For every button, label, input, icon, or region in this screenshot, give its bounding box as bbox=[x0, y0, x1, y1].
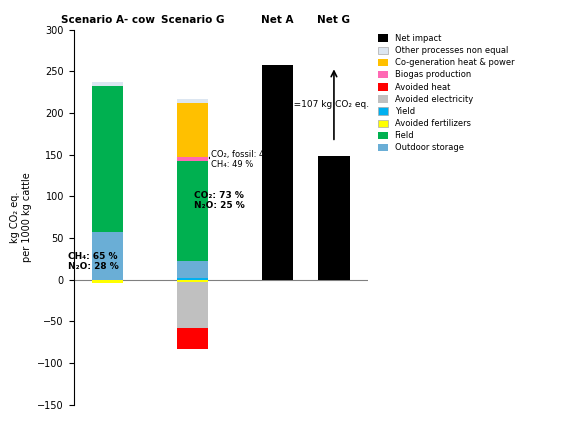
Bar bbox=[92, 280, 123, 283]
Bar bbox=[177, 161, 208, 262]
Bar bbox=[177, 103, 208, 157]
Bar bbox=[92, 82, 123, 86]
Bar bbox=[92, 86, 123, 232]
Legend: Net impact, Other processes non equal, Co-generation heat & power, Biogas produc: Net impact, Other processes non equal, C… bbox=[378, 34, 514, 153]
Bar bbox=[177, 278, 208, 280]
Y-axis label: kg CO₂ eq.
per 1000 kg cattle: kg CO₂ eq. per 1000 kg cattle bbox=[10, 173, 32, 262]
Bar bbox=[262, 65, 293, 280]
Bar bbox=[177, 157, 208, 161]
Text: CO₂: 73 %
N₂O: 25 %: CO₂: 73 % N₂O: 25 % bbox=[194, 191, 245, 210]
Bar bbox=[92, 232, 123, 280]
Text: ? =107 kg CO₂ eq.: ? =107 kg CO₂ eq. bbox=[286, 100, 369, 109]
Text: CO₂, fossil: 43 %
CH₄: 49 %: CO₂, fossil: 43 % CH₄: 49 % bbox=[211, 150, 280, 170]
Text: CH₄: 65 %
N₂O: 28 %: CH₄: 65 % N₂O: 28 % bbox=[68, 252, 119, 271]
Bar bbox=[319, 156, 350, 280]
Bar bbox=[177, 280, 208, 282]
Bar bbox=[177, 328, 208, 349]
Bar bbox=[177, 282, 208, 328]
Bar bbox=[177, 262, 208, 280]
Bar bbox=[177, 99, 208, 103]
